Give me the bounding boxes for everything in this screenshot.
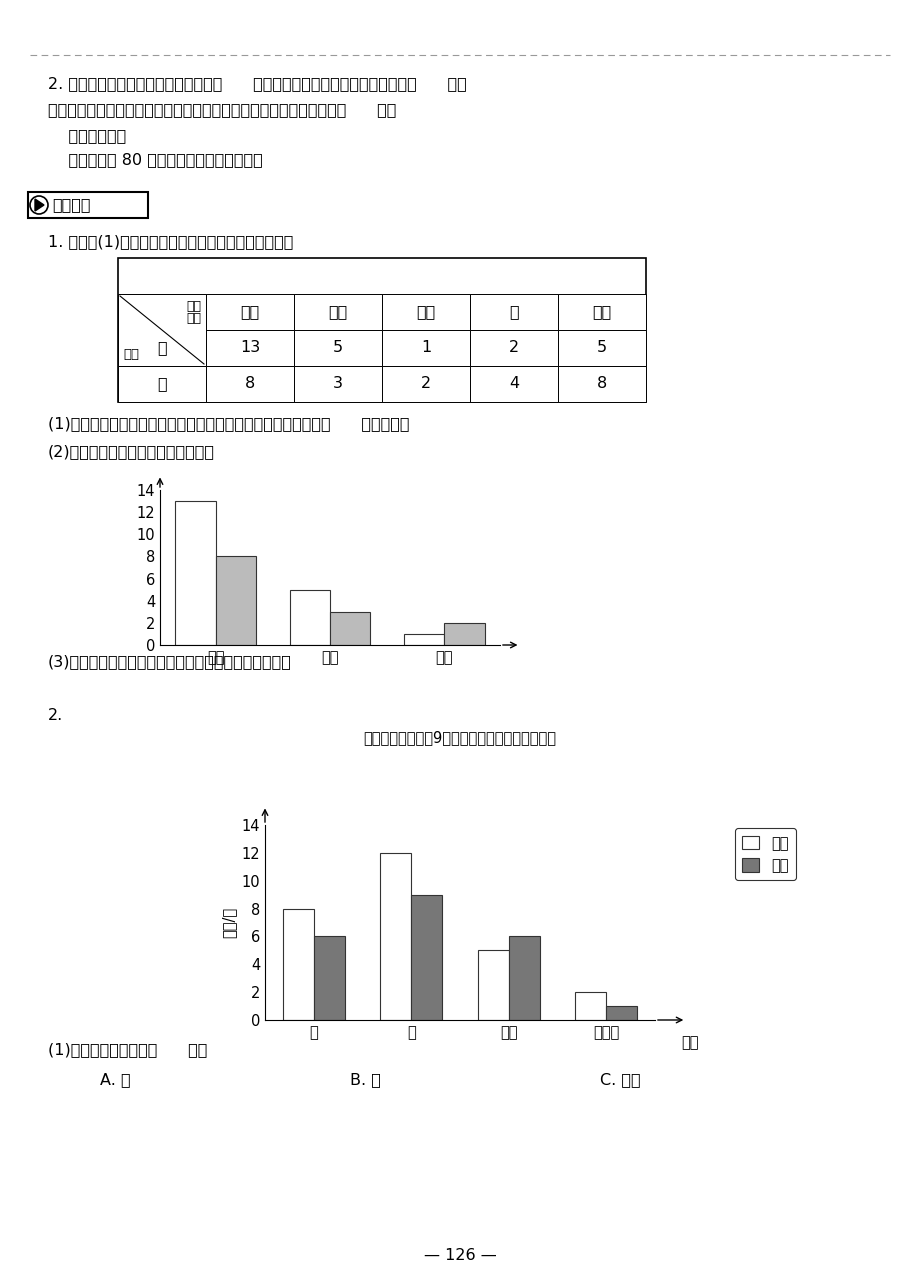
Text: 8: 8 — [244, 377, 255, 391]
Text: 香蕉: 香蕉 — [328, 305, 347, 319]
Bar — [206, 329, 294, 365]
Text: 性别: 性别 — [123, 347, 139, 362]
Bar — [404, 633, 444, 645]
Polygon shape — [35, 199, 44, 212]
Text: 然后把这些直条按一定的顺序排列起来。从条形统计图中很容易看出（      ）。: 然后把这些直条按一定的顺序排列起来。从条形统计图中很容易看出（ ）。 — [48, 103, 396, 117]
Bar — [118, 294, 206, 329]
Bar — [411, 895, 442, 1020]
Bar — [470, 365, 558, 403]
Bar — [313, 936, 345, 1020]
Text: (3)认真观察上面的统计图，你还能提出什么数学问题？: (3)认真观察上面的统计图，你还能提出什么数学问题？ — [48, 654, 291, 669]
Circle shape — [30, 196, 48, 214]
Bar — [206, 294, 294, 329]
Text: 5: 5 — [596, 341, 607, 355]
Text: 4: 4 — [508, 377, 518, 391]
Bar — [380, 853, 411, 1020]
Bar — [330, 612, 369, 645]
Bar — [118, 365, 206, 403]
Text: 人数: 人数 — [186, 300, 200, 313]
Text: 梨: 梨 — [508, 305, 518, 319]
Bar — [558, 294, 645, 329]
Text: 2.: 2. — [48, 708, 63, 723]
Bar — [558, 365, 645, 403]
Text: 13: 13 — [240, 341, 260, 355]
Text: 男: 男 — [157, 341, 166, 355]
Text: 自学教材第 80 页，说说你的收获和困惑。: 自学教材第 80 页，说说你的收获和困惑。 — [48, 153, 263, 167]
Text: — 126 —: — 126 — — [423, 1247, 496, 1263]
Bar — [574, 992, 606, 1020]
Text: 3: 3 — [333, 377, 343, 391]
Text: C. 及格: C. 及格 — [599, 1072, 640, 1087]
Text: 5: 5 — [333, 341, 343, 355]
Bar — [28, 192, 148, 218]
Bar — [206, 365, 294, 403]
Text: 橘子: 橘子 — [416, 305, 436, 319]
Bar — [118, 294, 206, 365]
Bar — [294, 294, 381, 329]
Text: 2: 2 — [508, 341, 518, 355]
Bar — [294, 329, 381, 365]
Legend: 女生, 男生: 女生, 男生 — [734, 828, 795, 881]
Bar — [118, 258, 645, 403]
Text: (1)人数最多的等级是（      ）。: (1)人数最多的等级是（ ）。 — [48, 1042, 207, 1056]
Bar — [215, 556, 255, 645]
Text: A. 優: A. 優 — [100, 1072, 130, 1087]
Text: 成绩: 成绩 — [681, 1036, 698, 1051]
Bar — [282, 909, 313, 1020]
Y-axis label: 人数/人: 人数/人 — [221, 906, 235, 938]
Text: B. 良: B. 良 — [349, 1072, 380, 1087]
Bar — [508, 936, 539, 1020]
Bar — [294, 365, 381, 403]
Bar — [118, 329, 206, 365]
Bar — [381, 365, 470, 403]
Bar — [606, 1006, 637, 1020]
Bar — [477, 950, 508, 1020]
Text: (1)因为表中是人数，只要能看出数量的多少就行了，所以画成（      ）比较好。: (1)因为表中是人数，只要能看出数量的多少就行了，所以画成（ ）比较好。 — [48, 415, 409, 431]
Text: (2)请将下面的条形统计图补充完整。: (2)请将下面的条形统计图补充完整。 — [48, 444, 215, 459]
Text: 种类: 种类 — [186, 312, 200, 326]
Text: 四年级三班男女生9月份综合等级评定情况如下图: 四年级三班男女生9月份综合等级评定情况如下图 — [363, 729, 556, 745]
Text: 8: 8 — [596, 377, 607, 391]
Bar — [289, 590, 330, 645]
Bar — [470, 294, 558, 329]
Bar — [558, 329, 645, 365]
Text: 1: 1 — [420, 341, 431, 355]
Text: 1. 这是六(1)班同学水果喜好情况统计表（见下表）。: 1. 这是六(1)班同学水果喜好情况统计表（见下表）。 — [48, 235, 293, 249]
Text: 葡萄: 葡萄 — [592, 305, 611, 319]
Text: 2: 2 — [421, 377, 431, 391]
Bar — [176, 501, 215, 645]
Text: 女: 女 — [157, 377, 166, 391]
Bar — [444, 623, 484, 645]
Text: 课堂作业: 课堂作业 — [52, 197, 90, 213]
Bar — [381, 329, 470, 365]
Text: 二、新知速递: 二、新知速递 — [48, 128, 126, 144]
Bar — [381, 294, 470, 329]
Text: 西瓜: 西瓜 — [240, 305, 259, 319]
Text: 2. 条形统计图是用一个单位长度表示（      ），根据数量的多少画成长短不同的（      ），: 2. 条形统计图是用一个单位长度表示（ ），根据数量的多少画成长短不同的（ ）， — [48, 76, 466, 91]
Bar — [470, 329, 558, 365]
